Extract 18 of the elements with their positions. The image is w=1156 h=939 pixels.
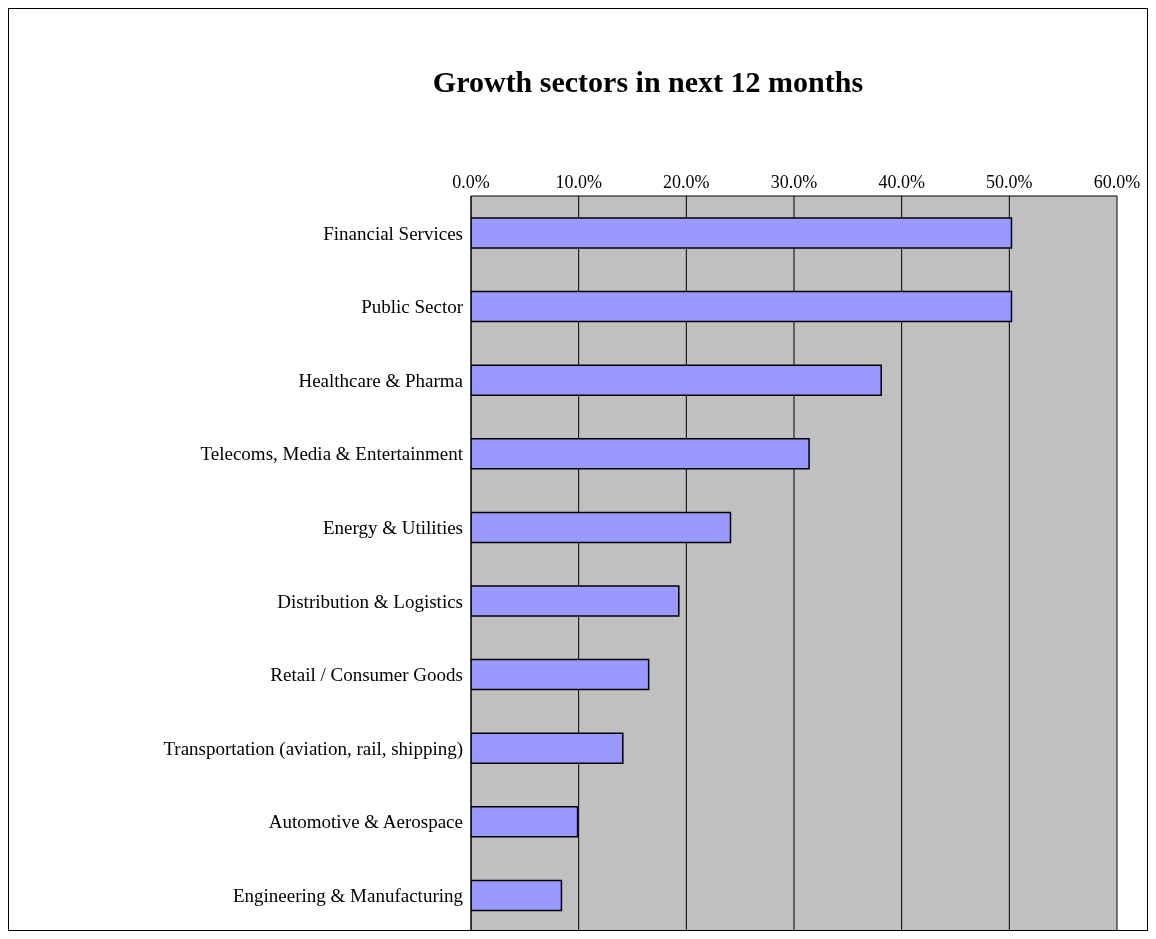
y-tick-label: Public Sector <box>361 296 464 318</box>
x-tick-label: 60.0% <box>1093 172 1141 192</box>
y-tick-label: Financial Services <box>323 222 463 244</box>
y-tick-label: Distribution & Logistics <box>277 590 463 612</box>
y-tick-label: Transportation (aviation, rail, shipping) <box>163 737 463 760</box>
x-tick-label: 40.0% <box>878 172 925 192</box>
x-tick-label: 20.0% <box>663 172 710 192</box>
x-tick-label: 10.0% <box>555 172 602 192</box>
x-tick-label: 50.0% <box>986 172 1033 192</box>
y-tick-label: Energy & Utilities <box>322 516 463 538</box>
y-tick-label: Engineering & Manufacturing <box>232 884 464 906</box>
y-tick-label: Retail / Consumer Goods <box>270 664 463 686</box>
y-tick-label: Healthcare & Pharma <box>298 369 464 391</box>
x-tick-label: 0.0% <box>452 172 490 192</box>
x-tick-label: 30.0% <box>770 172 818 192</box>
chart-title: Growth sectors in next 12 months <box>432 65 864 99</box>
y-tick-label: Telecoms, Media & Entertainment <box>200 443 464 465</box>
y-tick-label: Automotive & Aerospace <box>268 811 463 833</box>
